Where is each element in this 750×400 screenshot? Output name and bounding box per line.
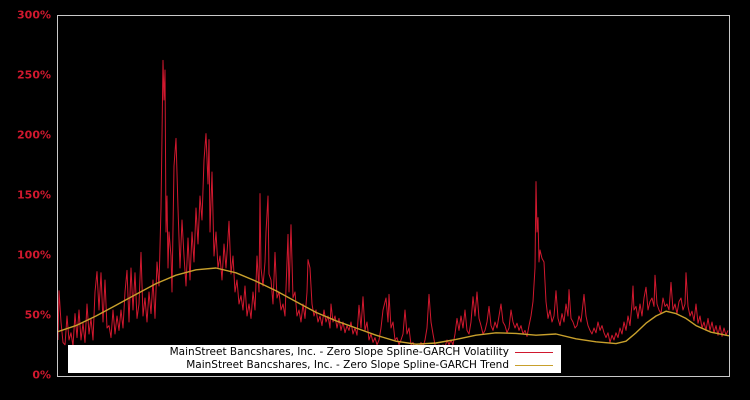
y-tick-label: 250% — [17, 68, 51, 82]
trend-series-line — [58, 268, 729, 344]
y-tick-label: 300% — [17, 8, 51, 22]
legend-label: MainStreet Bancshares, Inc. - Zero Slope… — [186, 359, 509, 371]
y-tick-label: 200% — [17, 128, 51, 142]
legend-label: MainStreet Bancshares, Inc. - Zero Slope… — [169, 346, 509, 358]
legend-trend-line-swatch — [515, 365, 553, 366]
y-axis-labels: 300% 250% 200% 150% 100% 50% 0% — [0, 10, 51, 381]
plot-svg — [58, 16, 729, 376]
y-tick-label: 50% — [24, 308, 51, 322]
legend-volatility-line-swatch — [515, 352, 553, 353]
plot-area: MainStreet Bancshares, Inc. - Zero Slope… — [57, 15, 730, 377]
y-tick-label: 150% — [17, 188, 51, 202]
legend: MainStreet Bancshares, Inc. - Zero Slope… — [68, 345, 561, 373]
legend-entry: MainStreet Bancshares, Inc. - Zero Slope… — [68, 359, 561, 372]
volatility-series-line — [58, 60, 728, 349]
y-tick-label: 100% — [17, 248, 51, 262]
legend-entry: MainStreet Bancshares, Inc. - Zero Slope… — [68, 346, 561, 359]
y-tick-label: 0% — [32, 368, 51, 382]
